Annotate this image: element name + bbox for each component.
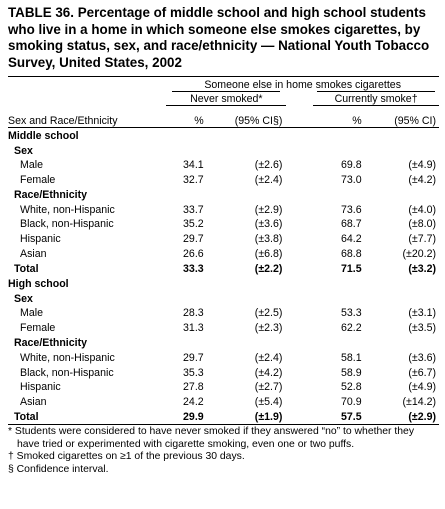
table-row: Hispanic 27.8 (±2.7) 52.8 (±4.9) [20,381,436,394]
pct-header-never: % [166,105,204,128]
header-rule [8,127,439,128]
subgroup-header-race: Race/Ethnicity [14,188,88,201]
table-row: Male 28.3 (±2.5) 53.3 (±3.1) [20,307,436,320]
column-header-row: Sex and Race/Ethnicity % (95% CI§) % (95… [8,105,439,128]
bottom-rule [8,424,439,426]
top-rule [8,76,439,77]
data-table: Someone else in home smokes cigarettes N… [8,76,439,426]
table-row: Asian 26.6 (±6.8) 68.8 (±20.2) [20,247,436,260]
subgroup-header-race: Race/Ethnicity [14,337,88,349]
group-header-high-school: High school [8,277,69,290]
table-row: Female 32.7 (±2.4) 73.0 (±4.2) [20,174,436,187]
table-row: White, non-Hispanic 33.7 (±2.9) 73.6 (±4… [20,203,436,216]
never-smoked-header: Never smoked* [172,91,281,105]
subgroup-header-sex: Sex [14,292,33,305]
spanner-header: Someone else in home smokes cigarettes [204,79,401,91]
footnotes: * Students were considered to have never… [8,426,439,476]
footnote-currently-smoke: † Smoked cigarettes on ≥1 of the previou… [8,451,245,463]
total-row-middle-school: Total 33.3 (±2.2) 71.5 (±3.2) [14,262,436,275]
table-row: Black, non-Hispanic 35.3 (±4.2) 58.9 (±6… [20,366,436,379]
table-row: White, non-Hispanic 29.7 (±2.4) 58.1 (±3… [20,351,436,364]
pct-header-current: % [313,105,362,128]
ci-header-current: (95% CI) [361,105,439,128]
table-row: Hispanic 29.7 (±3.8) 64.2 (±7.7) [20,233,436,246]
ci-header-never: (95% CI§) [203,105,287,128]
group-header-middle-school: Middle school [8,129,79,142]
spanner-row: Someone else in home smokes cigarettes [8,77,439,91]
table-row: Female 31.3 (±2.3) 62.2 (±3.5) [20,322,436,335]
table-title: TABLE 36. Percentage of middle school an… [8,5,430,70]
table-row: Asian 24.2 (±5.4) 70.9 (±14.2) [20,395,436,408]
currently-smoke-header: Currently smoke† [317,91,436,105]
subgroup-header-sex: Sex [14,144,33,157]
footnote-confidence-interval: § Confidence interval. [8,464,109,476]
row-label-header: Sex and Race/Ethnicity [8,115,118,127]
table-row: Black, non-Hispanic 35.2 (±3.6) 68.7 (±8… [20,218,436,231]
status-header-row: Never smoked* Currently smoke† [8,91,439,106]
footnote-never-smoked: * Students were considered to have never… [8,426,415,450]
table-row: Male 34.1 (±2.6) 69.8 (±4.9) [20,159,436,172]
total-row-high-school: Total 29.9 (±1.9) 57.5 (±2.9) [14,410,436,423]
